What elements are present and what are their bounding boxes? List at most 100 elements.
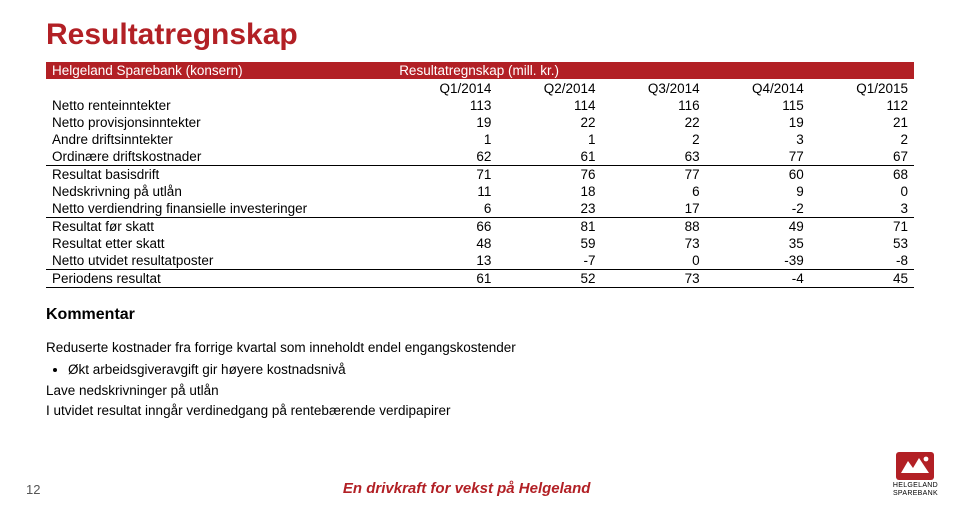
row-value: 17 [602, 200, 706, 218]
row-value: 67 [810, 148, 914, 166]
row-value: 22 [602, 114, 706, 131]
slide-page: Resultatregnskap Helgeland Sparebank (ko… [0, 0, 960, 509]
table-row: Netto utvidet resultatposter13-70-39-8 [46, 252, 914, 270]
footer-slogan: En drivkraft for vekst på Helgeland [343, 480, 591, 497]
table-column: Q1/2015 [810, 79, 914, 97]
logo-label: HELGELAND SPAREBANK [893, 482, 938, 497]
row-label: Resultat basisdrift [46, 166, 393, 184]
table-row: Resultat etter skatt4859733553 [46, 235, 914, 252]
row-value: 63 [602, 148, 706, 166]
row-value: -2 [706, 200, 810, 218]
row-value: 1 [497, 131, 601, 148]
row-value: 73 [602, 270, 706, 288]
row-value: 3 [810, 200, 914, 218]
table-row: Periodens resultat615273-445 [46, 270, 914, 288]
table-row: Andre driftsinntekter11232 [46, 131, 914, 148]
table-row: Nedskrivning på utlån1118690 [46, 183, 914, 200]
row-value: -4 [706, 270, 810, 288]
row-label: Resultat før skatt [46, 218, 393, 236]
comment-block: Reduserte kostnader fra forrige kvartal … [46, 338, 914, 421]
table-row: Resultat før skatt6681884971 [46, 218, 914, 236]
row-value: 61 [393, 270, 497, 288]
logo-label-bottom: SPAREBANK [893, 490, 938, 497]
row-value: 0 [810, 183, 914, 200]
row-value: 77 [602, 166, 706, 184]
table-column: Q4/2014 [706, 79, 810, 97]
row-value: 9 [706, 183, 810, 200]
row-value: -8 [810, 252, 914, 270]
row-value: 73 [602, 235, 706, 252]
row-value: 52 [497, 270, 601, 288]
table-column-blank [46, 79, 393, 97]
row-label: Netto renteinntekter [46, 97, 393, 114]
row-value: 19 [706, 114, 810, 131]
row-value: 6 [602, 183, 706, 200]
row-value: 21 [810, 114, 914, 131]
row-value: 77 [706, 148, 810, 166]
income-statement-table: Helgeland Sparebank (konsern)Resultatreg… [46, 62, 914, 288]
table-entity: Helgeland Sparebank (konsern) [46, 62, 393, 79]
row-value: 60 [706, 166, 810, 184]
row-value: 68 [810, 166, 914, 184]
row-value: 71 [810, 218, 914, 236]
row-label: Periodens resultat [46, 270, 393, 288]
comment-line-2: Lave nedskrivninger på utlån [46, 381, 914, 401]
row-value: 112 [810, 97, 914, 114]
row-value: 1 [393, 131, 497, 148]
comment-lead: Reduserte kostnader fra forrige kvartal … [46, 338, 914, 358]
row-value: 76 [497, 166, 601, 184]
row-value: 116 [602, 97, 706, 114]
row-value: 13 [393, 252, 497, 270]
logo-label-top: HELGELAND [893, 482, 938, 489]
row-value: 3 [706, 131, 810, 148]
row-label: Nedskrivning på utlån [46, 183, 393, 200]
row-value: 19 [393, 114, 497, 131]
row-value: 53 [810, 235, 914, 252]
row-label: Andre driftsinntekter [46, 131, 393, 148]
row-value: 48 [393, 235, 497, 252]
row-label: Resultat etter skatt [46, 235, 393, 252]
table-row: Resultat basisdrift7176776068 [46, 166, 914, 184]
table-row: Netto renteinntekter113114116115112 [46, 97, 914, 114]
row-value: 11 [393, 183, 497, 200]
row-value: 59 [497, 235, 601, 252]
table-caption: Resultatregnskap (mill. kr.) [393, 62, 914, 79]
comment-line-3: I utvidet resultat inngår verdinedgang p… [46, 401, 914, 421]
row-value: 66 [393, 218, 497, 236]
page-title: Resultatregnskap [46, 18, 914, 52]
bank-logo: HELGELAND SPAREBANK [893, 451, 938, 497]
table-column: Q1/2014 [393, 79, 497, 97]
row-value: -39 [706, 252, 810, 270]
row-value: 23 [497, 200, 601, 218]
comment-list: Økt arbeidsgiveravgift gir høyere kostna… [68, 360, 914, 380]
table-header-row: Helgeland Sparebank (konsern)Resultatreg… [46, 62, 914, 79]
row-value: 114 [497, 97, 601, 114]
row-label: Ordinære driftskostnader [46, 148, 393, 166]
row-value: 61 [497, 148, 601, 166]
row-label: Netto verdiendring finansielle investeri… [46, 200, 393, 218]
row-label: Netto utvidet resultatposter [46, 252, 393, 270]
logo-icon [895, 451, 935, 481]
comment-bullet: Økt arbeidsgiveravgift gir høyere kostna… [68, 360, 914, 380]
row-value: 115 [706, 97, 810, 114]
row-value: 6 [393, 200, 497, 218]
row-value: 81 [497, 218, 601, 236]
table-column-row: Q1/2014Q2/2014Q3/2014Q4/2014Q1/2015 [46, 79, 914, 97]
row-value: 0 [602, 252, 706, 270]
row-value: 71 [393, 166, 497, 184]
row-value: 88 [602, 218, 706, 236]
table-column: Q2/2014 [497, 79, 601, 97]
row-value: 2 [602, 131, 706, 148]
row-value: 113 [393, 97, 497, 114]
row-value: 62 [393, 148, 497, 166]
footer: 12 En drivkraft for vekst på Helgeland H… [0, 451, 960, 497]
row-value: -7 [497, 252, 601, 270]
table-row: Ordinære driftskostnader6261637767 [46, 148, 914, 166]
row-value: 49 [706, 218, 810, 236]
row-value: 2 [810, 131, 914, 148]
row-value: 22 [497, 114, 601, 131]
row-value: 35 [706, 235, 810, 252]
row-value: 45 [810, 270, 914, 288]
page-number: 12 [26, 482, 40, 497]
table-column: Q3/2014 [602, 79, 706, 97]
